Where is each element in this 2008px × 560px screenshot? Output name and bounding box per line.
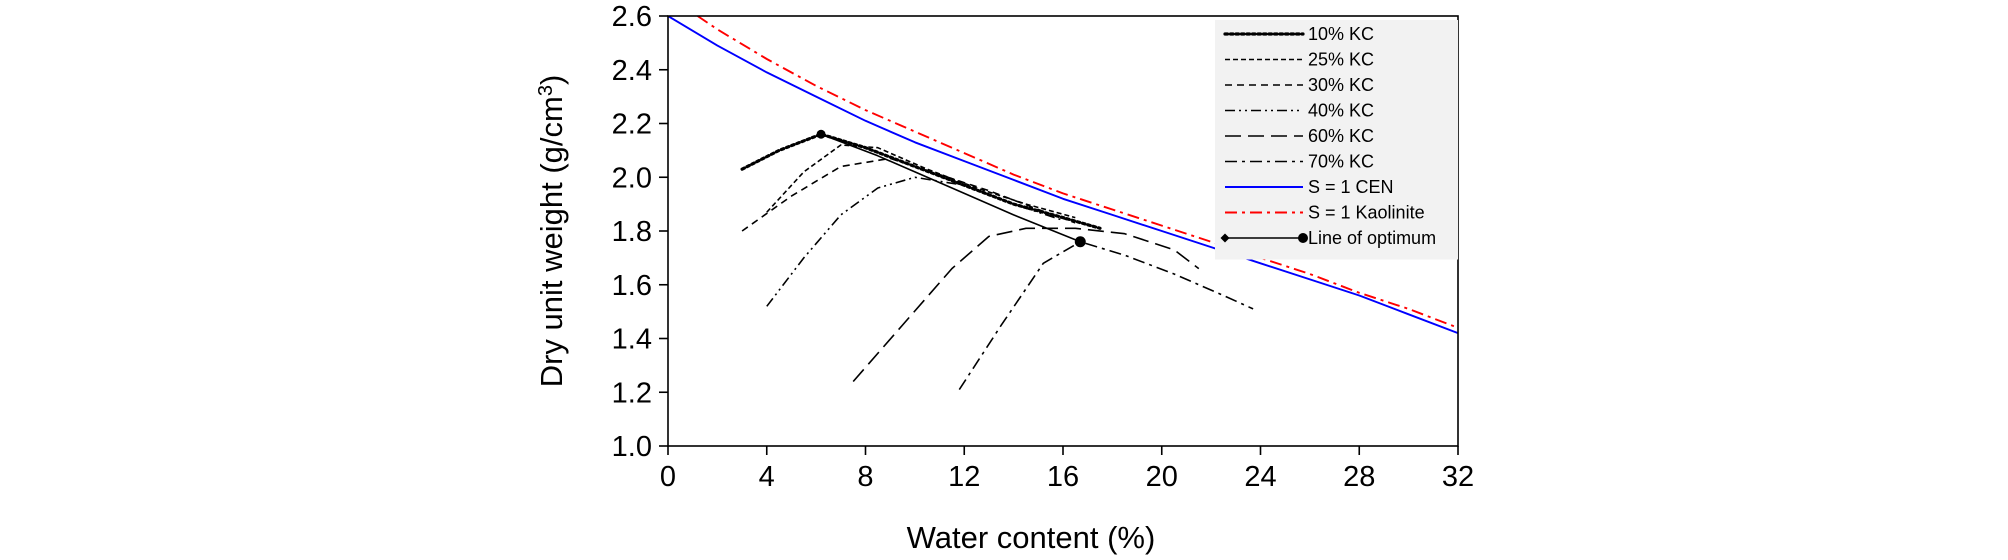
x-axis: 0 4 8 12 16 20 24 28 32: [660, 446, 1474, 493]
legend-label: 60% KC: [1308, 126, 1374, 146]
legend-item: 40% KC: [1225, 101, 1374, 121]
x-tick-label: 32: [1442, 461, 1474, 493]
series-line-s-1-kaolinite: [697, 16, 1458, 329]
legend-label: 40% KC: [1308, 101, 1374, 121]
y-tick-label: 1.4: [612, 324, 652, 356]
y-tick-label: 2.4: [612, 55, 652, 87]
x-tick-label: 12: [948, 461, 980, 493]
y-tick-label: 2.6: [612, 1, 652, 33]
x-tick-label: 0: [660, 461, 676, 493]
y-axis-label-tail: ): [534, 75, 569, 85]
legend: 10% KC 25% KC 30% KC 40% KC 60% KC 70% KC S = …: [1215, 20, 1458, 260]
legend-item: S = 1 CEN: [1225, 177, 1394, 197]
series-line-line-of-optimum: [820, 133, 1081, 243]
legend-label: 70% KC: [1308, 152, 1374, 172]
legend-marker: [1298, 233, 1308, 243]
series-line-60-kc: [852, 227, 1200, 383]
y-axis-label: Dry unit weight (g/cm3): [534, 75, 569, 388]
series-line-70-kc: [958, 241, 1254, 391]
legend-item: 30% KC: [1225, 75, 1374, 95]
x-tick-label: 20: [1146, 461, 1178, 493]
legend-marker: [1220, 233, 1230, 243]
series-line-25-kc: [766, 144, 1076, 219]
series-layer: [668, 16, 1458, 391]
x-axis-label: Water content (%): [907, 520, 1156, 555]
legend-label: 25% KC: [1308, 50, 1374, 70]
legend-item: Line of optimum: [1220, 228, 1436, 248]
optimum-point: [1074, 236, 1086, 248]
x-tick-label: 8: [857, 461, 873, 493]
y-tick-label: 1.2: [612, 377, 652, 409]
legend-label: 10% KC: [1308, 24, 1374, 44]
legend-label: Line of optimum: [1308, 228, 1436, 248]
legend-item: 60% KC: [1225, 126, 1374, 146]
x-tick-label: 28: [1343, 461, 1375, 493]
y-tick-label: 2.0: [612, 162, 652, 194]
series-line-30-kc: [741, 157, 1076, 232]
y-axis: 1.0 1.2 1.4 1.6 1.8 2.0 2.2 2.4 2.6: [612, 1, 668, 463]
legend-label: S = 1 CEN: [1308, 177, 1394, 197]
legend-item: 70% KC: [1225, 152, 1374, 172]
x-tick-label: 16: [1047, 461, 1079, 493]
y-axis-label-main: Dry unit weight (g/cm: [534, 96, 569, 387]
legend-item: S = 1 Kaolinite: [1225, 203, 1425, 223]
y-tick-label: 1.0: [612, 431, 652, 463]
legend-label: 30% KC: [1308, 75, 1374, 95]
legend-item: 10% KC: [1223, 24, 1374, 44]
legend-label: S = 1 Kaolinite: [1308, 203, 1425, 223]
series-line-s-1-cen: [668, 16, 1458, 334]
y-axis-label-sup: 3: [535, 85, 557, 96]
x-tick-label: 4: [759, 461, 775, 493]
x-tick-label: 24: [1244, 461, 1276, 493]
optimum-point: [816, 129, 826, 139]
legend-background: [1215, 20, 1458, 260]
y-tick-label: 1.8: [612, 216, 652, 248]
series-line-40-kc: [766, 176, 1064, 307]
legend-item: 25% KC: [1225, 50, 1374, 70]
y-tick-label: 2.2: [612, 109, 652, 141]
y-tick-label: 1.6: [612, 270, 652, 302]
marker-layer: [816, 129, 1086, 248]
